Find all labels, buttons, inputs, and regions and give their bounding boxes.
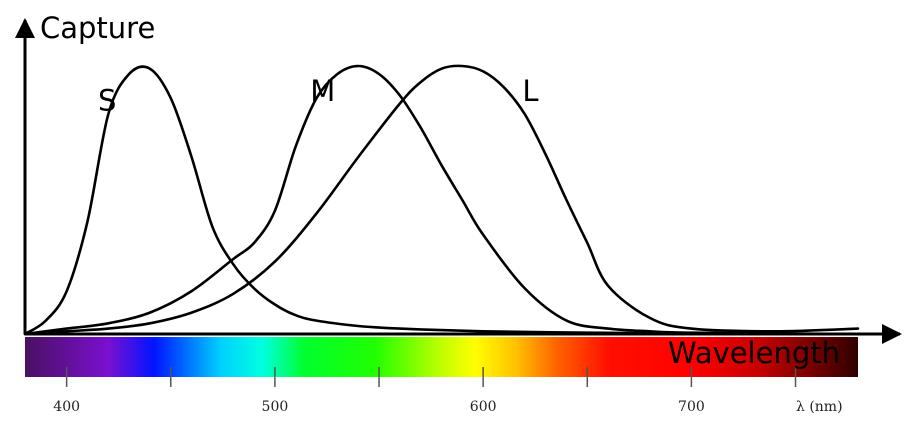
unit-label: λ (nm) <box>796 399 843 415</box>
curve-s <box>23 65 860 336</box>
series-label-m: M <box>310 74 335 108</box>
series-label-s: S <box>98 84 116 118</box>
x-ticks <box>65 367 797 387</box>
x-axis-title: Wavelength <box>668 336 840 370</box>
x-tick-label: 400 <box>53 399 80 415</box>
curves <box>23 64 860 336</box>
x-tick-label: 700 <box>678 399 705 415</box>
x-tick-label: 500 <box>262 399 289 415</box>
curve-m <box>23 64 860 336</box>
y-axis-title: Capture <box>40 11 155 45</box>
spectrum-bar <box>25 337 858 377</box>
x-tick-labels: 400 500 600 700 <box>53 399 704 415</box>
curve-l <box>23 64 860 336</box>
x-tick-label: 600 <box>470 399 497 415</box>
series-label-l: L <box>522 74 538 108</box>
